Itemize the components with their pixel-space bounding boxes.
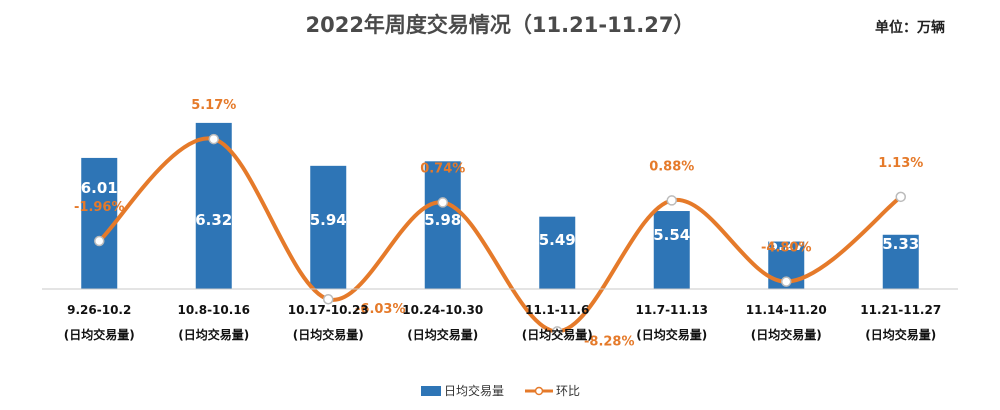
legend-swatch-bar [421,386,441,396]
x-tick-sublabel: (日均交易量) [407,327,478,342]
bar-value-label: 5.94 [310,211,347,229]
x-tick-sublabel: (日均交易量) [751,327,822,342]
pct-label: 5.17% [191,98,236,113]
line-point [208,133,219,145]
bar-value-label: 5.33 [882,235,919,253]
x-tick-labels: 9.26-10.2 (日均交易量) 10.8-10.16 (日均交易量) 10.17-1… [64,303,941,342]
line-point [781,276,792,287]
line-point [895,191,906,203]
x-tick-sublabel: (日均交易量) [636,327,707,342]
bar [882,234,919,289]
x-tick-label: 10.8-10.16 [177,303,250,317]
x-tick-label: 9.26-10.2 [67,303,131,317]
line-point [94,235,105,247]
chart-title: 2022年周度交易情况（11.21-11.27） [305,13,694,37]
pct-label: -1.96% [74,200,125,215]
bar-series: 6.01 6.32 5.94 5.98 5.49 5.54 5.27 5.33 [81,122,919,289]
x-tick-label: 10.24-10.30 [402,303,483,317]
bar [539,216,576,289]
x-tick-sublabel: (日均交易量) [64,327,135,342]
x-tick-label: 11.1-11.6 [525,303,589,317]
bar [424,161,461,289]
bar-value-label: 5.49 [539,231,576,249]
x-tick-sublabel: (日均交易量) [865,327,936,342]
x-tick-sublabel: (日均交易量) [522,327,593,342]
bar [310,165,347,289]
line-point [323,293,334,305]
legend-label-bar: 日均交易量 [444,383,504,398]
pct-label: -8.28% [584,334,635,349]
bar-value-label: 5.98 [424,211,461,229]
legend-swatch-marker [534,386,544,396]
line-point [552,326,563,337]
line-point [437,197,448,208]
pct-label: 1.13% [878,156,923,171]
bar-value-label: 5.54 [653,226,690,244]
x-tick-label: 11.14-11.20 [746,303,827,317]
line-series: -1.96% 5.17% -6.03% 0.74% -8.28% 0.88% -4.80% 1… [74,98,923,349]
x-tick-sublabel: (日均交易量) [293,327,364,342]
pct-label: 0.88% [649,159,694,174]
pct-label: 0.74% [420,161,465,176]
bar-value-label: 5.27 [768,236,805,254]
bar [195,122,232,289]
bar-value-label: 6.01 [81,179,118,197]
legend: 日均交易量 环比 [421,383,580,398]
bar-value-label: 6.32 [195,211,232,229]
x-tick-label: 10.17-10.23 [288,303,369,317]
pct-label: -6.03% [355,302,406,317]
line-point [666,195,677,206]
unit-label: 单位：万辆 [875,19,945,36]
bar [653,211,690,289]
x-tick-label: 11.7-11.13 [635,303,708,317]
series-line [97,136,902,334]
bar [81,157,118,289]
pct-label: -4.80% [761,241,812,256]
x-tick-label: 11.21-11.27 [860,303,941,317]
legend-label-line: 环比 [556,384,580,398]
x-tick-sublabel: (日均交易量) [178,327,249,342]
